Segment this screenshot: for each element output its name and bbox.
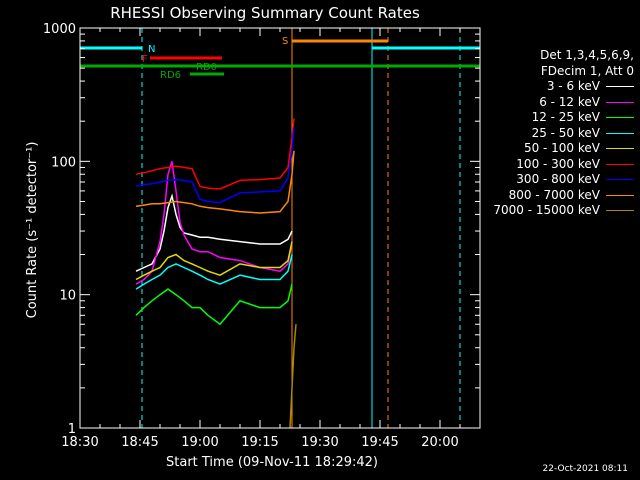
series-line-4 — [135, 241, 293, 281]
legend-label: 800 - 7000 keV — [508, 187, 600, 202]
series-line-2 — [135, 283, 293, 326]
series-line-1 — [135, 161, 293, 285]
series-line-7 — [135, 150, 295, 214]
legend-label: 100 - 300 keV — [516, 156, 600, 171]
legend-entry: 100 - 300 keV — [434, 157, 634, 173]
plot-frame — [79, 27, 481, 429]
series-line-3 — [135, 254, 293, 290]
legend-swatch — [606, 148, 634, 150]
legend-swatch — [606, 132, 634, 134]
annotation-n: N — [148, 44, 155, 55]
y-axis-label: Count Rate (s⁻¹ detector⁻¹) — [25, 142, 40, 319]
series-line-0 — [135, 193, 293, 272]
x-tick-label: 18:30 — [61, 435, 98, 450]
y-tick-label: 1 — [68, 422, 76, 437]
series-group — [135, 118, 297, 429]
legend-entry: 7000 - 15000 keV — [434, 203, 634, 219]
timestamp: 22-Oct-2021 08:11 — [542, 464, 628, 474]
observing-bands: NF RD0 RD6 S — [79, 28, 480, 428]
legend-label: 3 - 6 keV — [546, 79, 600, 93]
legend-swatch — [606, 101, 634, 103]
legend-label: 50 - 100 keV — [523, 141, 600, 155]
y-tick-label: 10 — [59, 289, 76, 304]
annotation-rd6: RD6 — [160, 70, 181, 81]
series-line-8 — [289, 324, 297, 429]
annotation-f: F — [142, 54, 148, 65]
legend-swatch — [606, 194, 634, 196]
x-tick-label: 19:45 — [361, 435, 398, 450]
legend-swatch — [606, 163, 634, 165]
legend-swatch — [606, 210, 634, 212]
legend-swatch — [606, 179, 634, 181]
x-tick-label: 18:45 — [121, 435, 158, 450]
legend-entry: 800 - 7000 keV — [434, 188, 634, 204]
legend-swatch — [606, 86, 634, 88]
legend-entry: 50 - 100 keV — [434, 141, 634, 157]
legend-entry: 12 - 25 keV — [434, 110, 634, 126]
x-tick-label: 19:30 — [301, 435, 338, 450]
x-tick-label: 19:15 — [241, 435, 278, 450]
x-tick-label: 20:00 — [421, 435, 458, 450]
legend-label: 6 - 12 keV — [539, 94, 600, 109]
axis-ticks: 18:30 18:45 19:00 19:15 19:30 19:45 20:00 1 10 10… — [43, 22, 481, 450]
legend-header-1: Det 1,3,4,5,6,9, — [540, 48, 634, 62]
y-tick-label: 1000 — [43, 22, 76, 37]
legend-entry: 3 - 6 keV — [434, 79, 634, 95]
legend-entry: 300 - 800 keV — [434, 172, 634, 188]
annotation-s: S — [282, 36, 288, 47]
legend-swatch — [606, 117, 634, 119]
y-tick-label: 100 — [51, 155, 76, 170]
legend-label: 12 - 25 keV — [531, 110, 600, 124]
x-tick-label: 19:00 — [181, 435, 218, 450]
legend-label: 300 - 800 keV — [516, 172, 600, 186]
chart-title: RHESSI Observing Summary Count Rates — [110, 4, 420, 22]
x-axis-label: Start Time (09-Nov-11 18:29:42) — [166, 455, 378, 470]
series-line-5 — [135, 118, 295, 190]
legend-entry: 25 - 50 keV — [434, 126, 634, 142]
legend-header-2: FDecim 1, Att 0 — [540, 63, 634, 78]
legend-label: 7000 - 15000 keV — [493, 203, 600, 217]
series-line-6 — [135, 127, 295, 204]
annotation-rd0: RD0 — [196, 62, 217, 73]
legend-entry: 6 - 12 keV — [434, 95, 634, 111]
legend: Det 1,3,4,5,6,9, FDecim 1, Att 0 3 - 6 k… — [434, 48, 634, 219]
legend-label: 25 - 50 keV — [531, 125, 600, 140]
